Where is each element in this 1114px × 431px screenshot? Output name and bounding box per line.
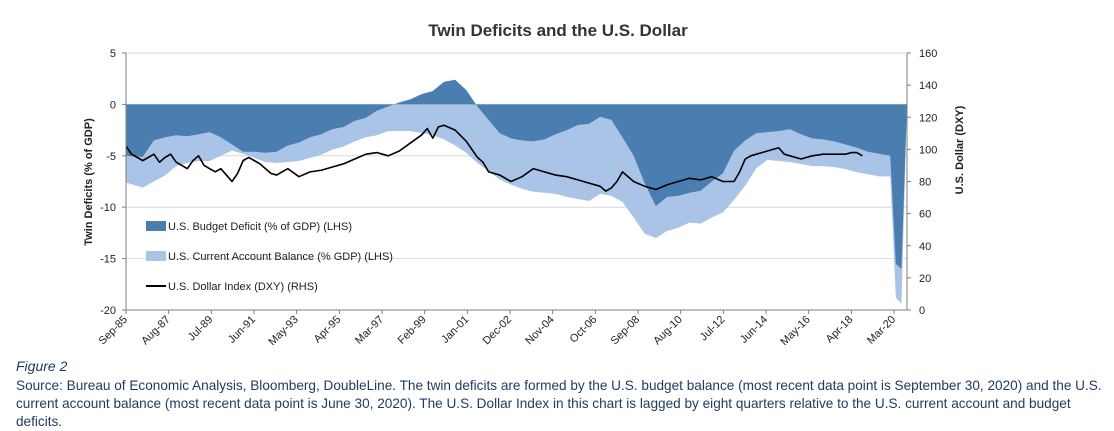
left-tick-label-1: 0 (110, 99, 116, 111)
figure-label: Figure 2 (16, 358, 68, 374)
legend-swatch-0 (146, 221, 166, 231)
right-tick-label-4: 80 (919, 177, 931, 189)
left-tick-label-3: -10 (100, 202, 116, 214)
chart-title: Twin Deficits and the U.S. Dollar (428, 21, 688, 40)
x-tick-label-15: Jun-14 (738, 314, 770, 346)
x-tick-label-7: Feb-99 (396, 314, 429, 347)
right-tick-label-1: 140 (919, 80, 937, 92)
right-tick-label-6: 40 (919, 241, 931, 253)
right-tick-label-8: 0 (919, 305, 925, 317)
x-tick-label-11: Oct-06 (568, 314, 600, 346)
source-text: Source: Bureau of Economic Analysis, Blo… (16, 378, 1102, 429)
x-tick-label-1: Aug-87 (139, 314, 173, 348)
left-tick-label-2: -5 (106, 151, 116, 163)
legend-swatch-1 (146, 251, 166, 261)
dollar-index-line (125, 124, 863, 192)
chart-svg: 5 0 -5 -10 -15 -20 160 140 120 100 80 60 40 20 0 Sep-85… (83, 21, 966, 348)
x-tick-label-3: Jun-91 (226, 314, 258, 346)
right-tick-label-5: 60 (919, 209, 931, 221)
figure-caption: Figure 2 Source: Bureau of Economic Anal… (16, 357, 1106, 431)
x-tick-label-8: Jan-01 (439, 314, 471, 346)
legend-label-0: U.S. Budget Deficit (% of GDP) (LHS) (168, 221, 352, 233)
x-tick-label-16: May-16 (778, 314, 812, 348)
right-tick-label-0: 160 (919, 48, 937, 60)
x-tick-label-10: Nov-04 (523, 314, 557, 348)
x-tick-label-6: Mar-97 (353, 314, 386, 347)
right-tick-label-2: 120 (919, 112, 937, 124)
x-tick-label-13: Aug-10 (651, 314, 685, 348)
x-tick-label-9: Dec-02 (481, 314, 515, 348)
right-axis-title: U.S. Dollar (DXY) (954, 105, 966, 194)
left-tick-label-0: 5 (110, 48, 116, 60)
left-axis-title: Twin Deficits (% of GDP) (83, 118, 95, 246)
x-tick-label-18: Mar-20 (865, 314, 898, 347)
left-tick-label-4: -15 (100, 254, 116, 266)
legend-label-2: U.S. Dollar Index (DXY) (RHS) (168, 281, 318, 293)
x-tick-label-17: Apr-18 (824, 314, 856, 346)
chart-area: 5 0 -5 -10 -15 -20 160 140 120 100 80 60 40 20 0 Sep-85… (83, 21, 966, 348)
legend-label-1: U.S. Current Account Balance (% GDP) (LH… (168, 251, 393, 263)
right-tick-label-3: 100 (919, 144, 937, 156)
x-tick-label-5: Apr-95 (312, 314, 344, 346)
x-tick-label-4: May-93 (266, 314, 300, 348)
x-tick-label-0: Sep-85 (97, 314, 131, 348)
left-tick-label-5: -20 (100, 305, 116, 317)
right-tick-label-7: 20 (919, 273, 931, 285)
x-tick-label-12: Sep-08 (609, 314, 643, 348)
x-tick-label-14: Jul-12 (698, 314, 728, 344)
x-tick-label-2: Jul-89 (186, 314, 216, 344)
budget-deficit-area (126, 79, 907, 269)
